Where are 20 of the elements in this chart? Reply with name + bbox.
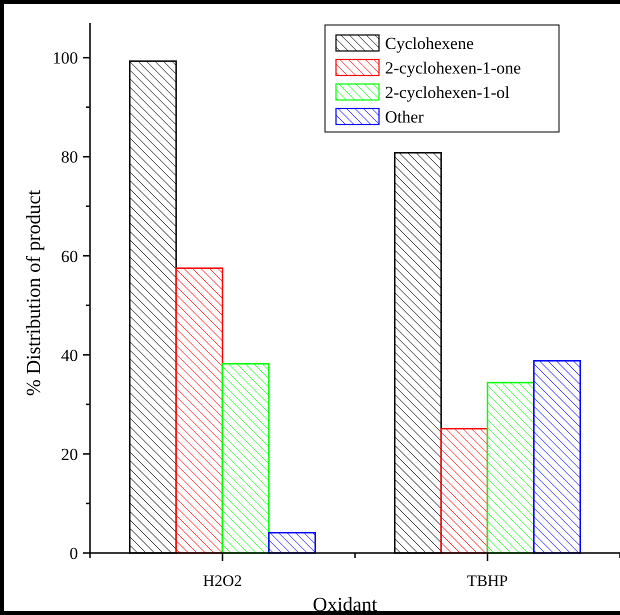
y-tick-label: 20: [61, 444, 78, 464]
legend-label: Cyclohexene: [385, 34, 474, 53]
y-axis-title: % Distribution of product: [23, 190, 45, 396]
y-tick-label: 100: [52, 48, 78, 68]
legend-label: Other: [385, 107, 424, 126]
bar: [486, 382, 535, 554]
x-axis-title: Oxidant: [312, 594, 378, 615]
legend-label: 2-cyclohexen-1-ol: [385, 82, 510, 102]
y-tick-label: 80: [61, 148, 78, 167]
bar: [533, 360, 581, 554]
x-tick-label: TBHP: [467, 573, 508, 590]
bar: [268, 532, 316, 554]
y-tick-label: 0: [70, 544, 78, 563]
legend-label: 2-cyclohexen-1-one: [385, 58, 521, 78]
bar: [440, 428, 488, 554]
y-tick-label: 60: [61, 246, 78, 266]
y-tick-label: 40: [61, 346, 78, 365]
x-tick-label: H2O2: [202, 573, 242, 590]
bar: [222, 363, 270, 554]
bar: [175, 267, 224, 554]
